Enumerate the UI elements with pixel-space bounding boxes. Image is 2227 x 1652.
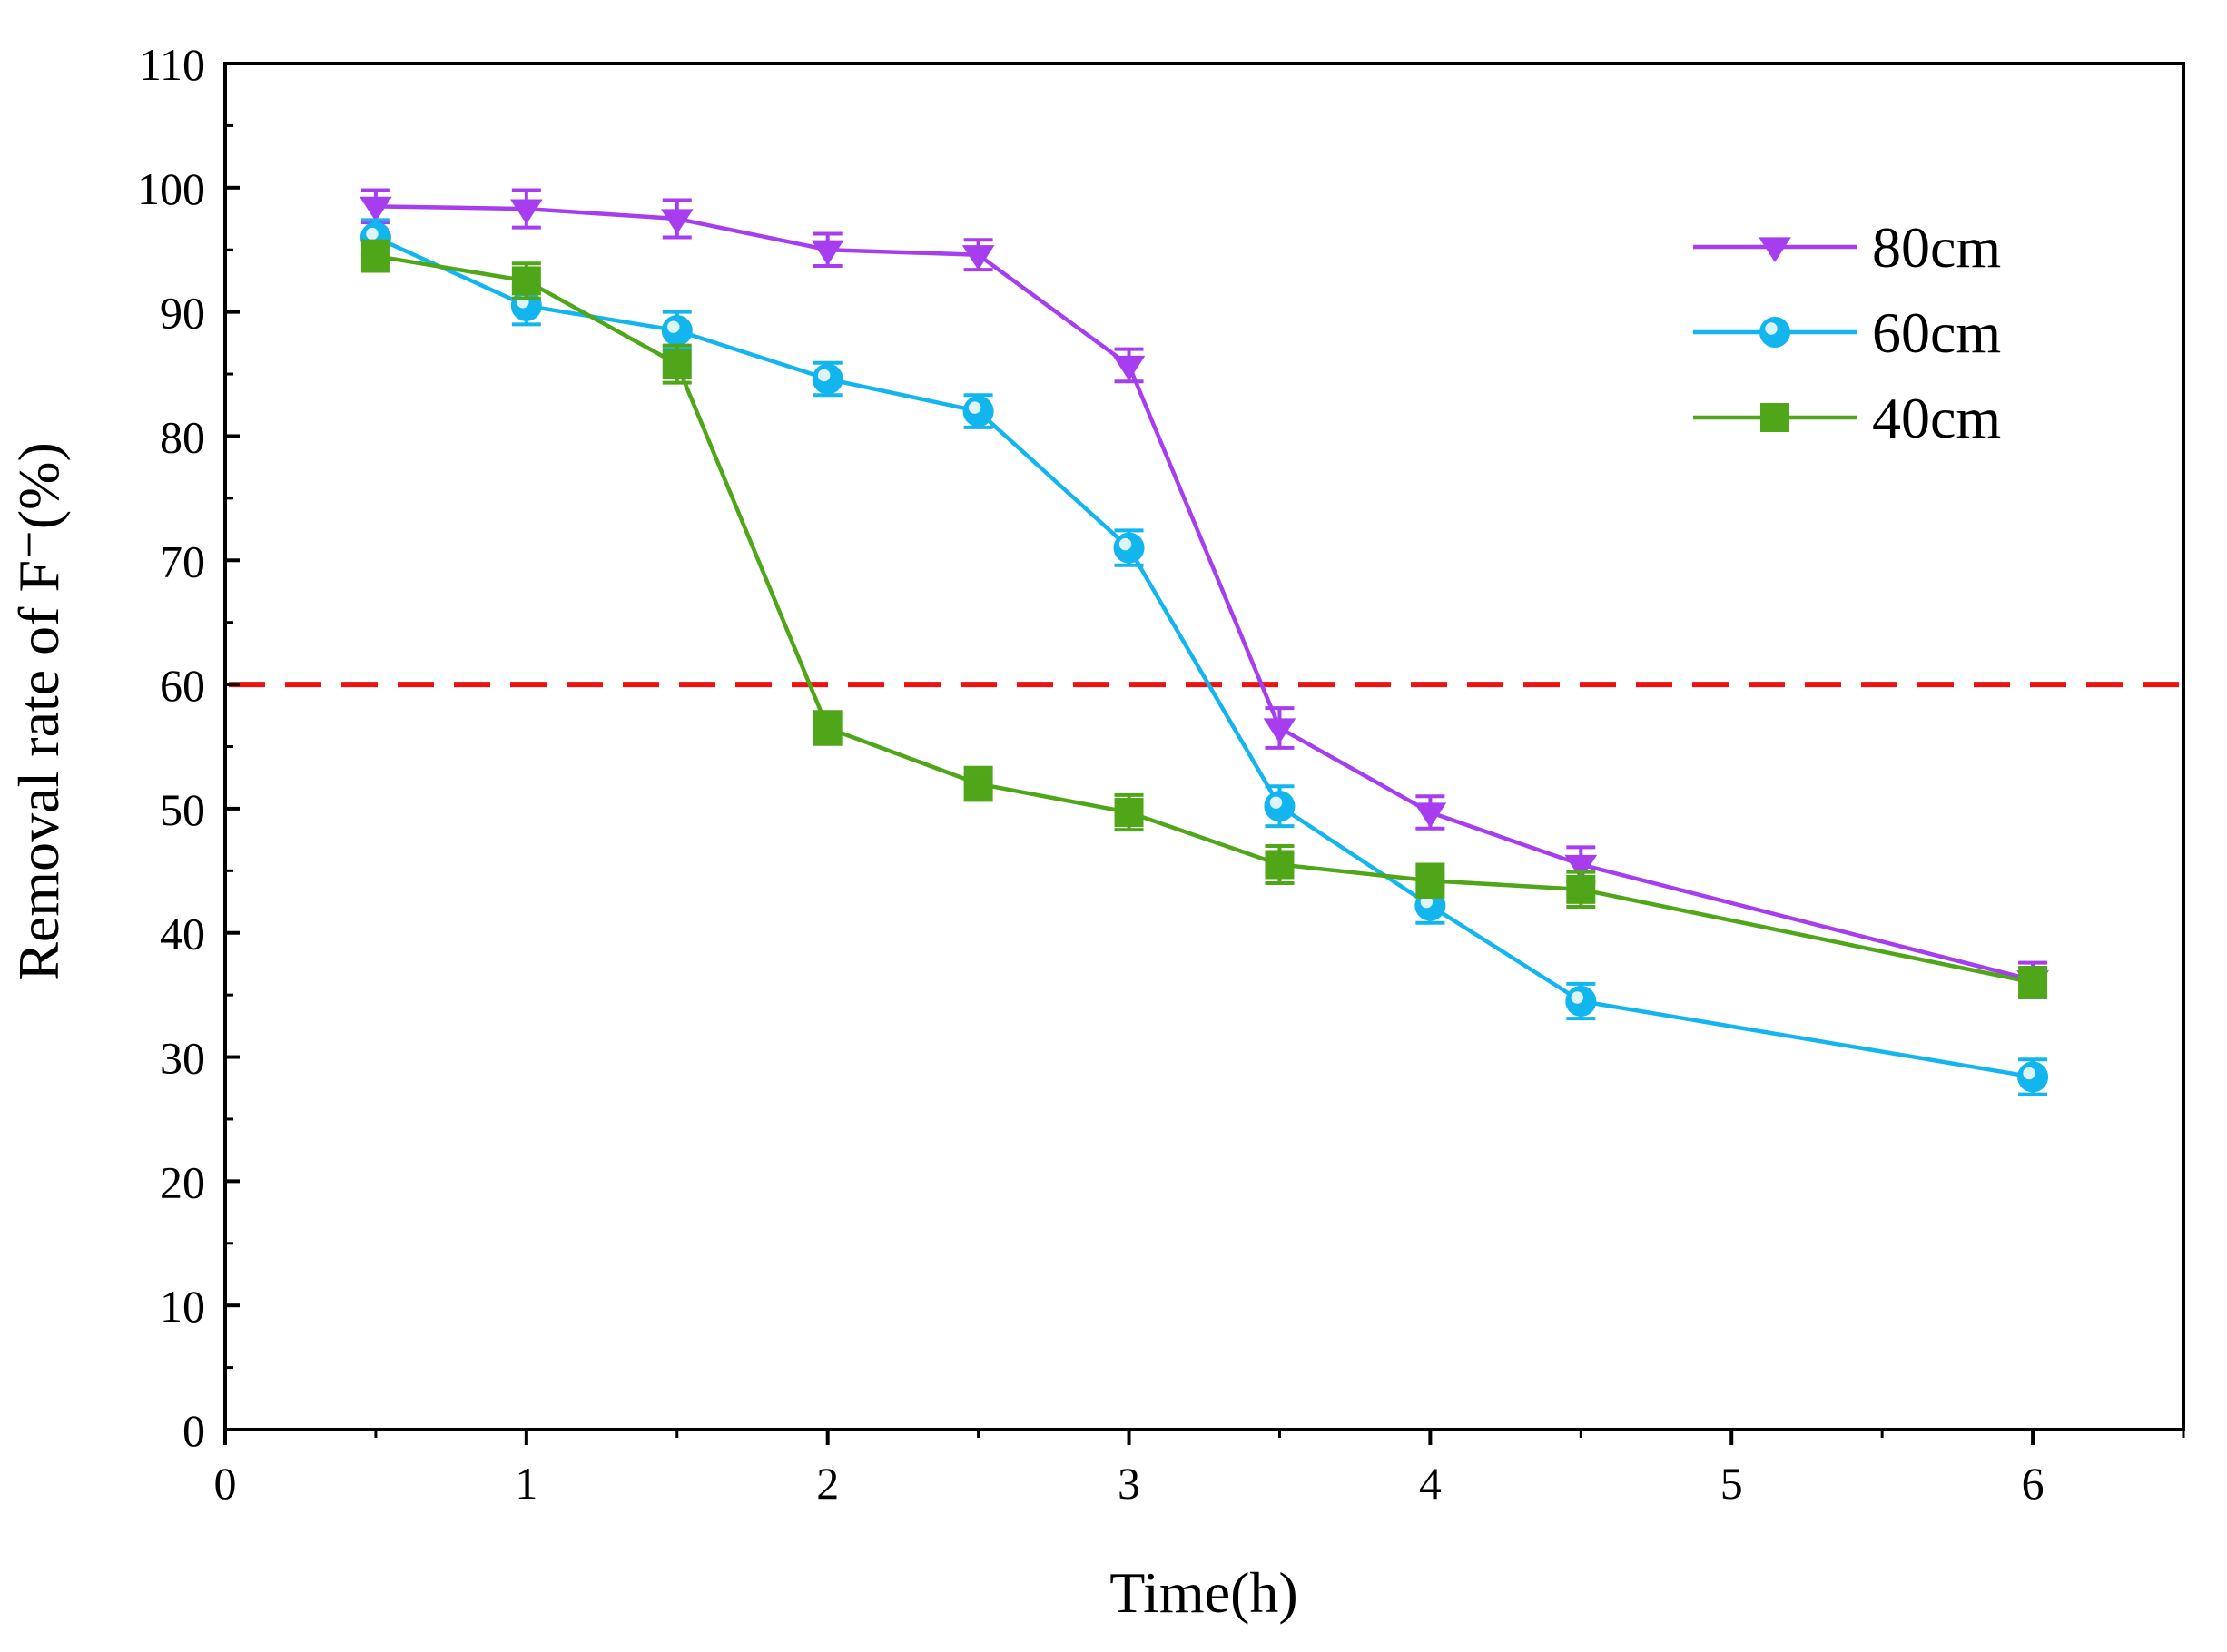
data-point-40cm <box>511 266 541 296</box>
legend-marker-40cm <box>1760 403 1789 432</box>
data-point-80cm <box>660 209 694 235</box>
series-line-60cm <box>374 235 2034 1079</box>
data-point-40cm <box>662 349 692 379</box>
x-tick-label: 3 <box>1118 1458 1140 1509</box>
series-line-40cm <box>375 253 2034 985</box>
series-line-80cm <box>375 204 2034 982</box>
data-point-80cm <box>811 240 844 266</box>
data-point-40cm <box>360 241 390 271</box>
data-point-60cm <box>812 363 843 395</box>
data-point-60cm-shine <box>817 369 831 382</box>
data-point-80cm <box>1414 802 1447 829</box>
y-tick-label: 110 <box>139 39 205 90</box>
series-layer <box>360 188 2049 1096</box>
series-60cm <box>360 218 2049 1096</box>
data-point-60cm <box>1264 791 1296 822</box>
data-point-80cm <box>510 199 543 225</box>
data-point-60cm <box>1113 532 1145 564</box>
data-point-60cm-shine <box>1118 537 1132 551</box>
y-tick-label: 0 <box>182 1405 205 1456</box>
x-tick-label: 0 <box>214 1458 237 1509</box>
data-point-60cm-shine <box>968 401 981 414</box>
y-tick-label: 100 <box>137 163 205 214</box>
data-point-40cm <box>1566 874 1596 904</box>
x-axis-label: Time(h) <box>1109 1560 1297 1625</box>
legend-label-80cm: 80cm <box>1872 215 2001 280</box>
y-tick-label: 70 <box>160 536 205 586</box>
data-point-40cm <box>963 769 993 799</box>
legend-label-40cm: 40cm <box>1872 386 2001 450</box>
data-point-60cm-shine <box>1269 796 1283 809</box>
data-point-60cm-shine <box>1571 991 1584 1004</box>
data-point-80cm <box>360 196 392 222</box>
y-tick-label: 10 <box>160 1281 205 1332</box>
data-point-60cm <box>661 315 693 347</box>
y-axis-label: Removal rate of F⁻(%) <box>6 442 71 981</box>
x-tick-label: 5 <box>1720 1458 1743 1509</box>
data-point-80cm <box>1564 854 1598 880</box>
x-tick-label: 4 <box>1419 1458 1442 1509</box>
data-point-80cm <box>1263 718 1296 744</box>
data-point-40cm <box>1114 798 1144 828</box>
data-point-80cm <box>1112 355 1146 381</box>
data-point-60cm-shine <box>2023 1067 2035 1080</box>
x-tick-label: 1 <box>515 1458 537 1509</box>
data-point-40cm <box>1265 850 1295 880</box>
data-point-60cm-shine <box>1420 895 1434 909</box>
y-tick-label: 20 <box>160 1156 205 1207</box>
data-point-60cm <box>2017 1061 2049 1093</box>
y-tick-label: 30 <box>160 1033 205 1084</box>
legend: 80cm 60cm 40cm <box>1693 215 2001 450</box>
data-point-60cm-shine <box>667 320 680 333</box>
data-point-60cm <box>1565 985 1597 1017</box>
y-tick-label: 50 <box>160 784 205 835</box>
y-tick-label: 90 <box>160 288 205 339</box>
series-80cm <box>360 188 2049 999</box>
x-tick-label: 2 <box>816 1458 839 1509</box>
y-tick-label: 40 <box>160 909 205 959</box>
x-tick-label: 6 <box>2022 1458 2045 1509</box>
legend-marker-60cm-shine <box>1765 322 1778 335</box>
legend-label-60cm: 60cm <box>1872 300 2001 365</box>
data-point-60cm-shine <box>366 227 379 241</box>
y-tick-label: 60 <box>160 660 205 711</box>
series-40cm <box>360 239 2048 999</box>
axes-layer: 0 10 20 30 40 50 60 70 80 90 100 110 0 1 2 3 4 5 6 <box>137 39 2185 1509</box>
data-point-80cm <box>961 245 995 270</box>
legend-marker-80cm <box>1759 237 1791 263</box>
data-point-60cm <box>962 396 994 428</box>
data-point-40cm <box>1415 866 1445 896</box>
data-point-40cm <box>813 713 843 742</box>
data-point-40cm <box>2018 968 2048 998</box>
y-tick-label: 80 <box>160 411 205 462</box>
legend-marker-60cm <box>1759 317 1790 348</box>
